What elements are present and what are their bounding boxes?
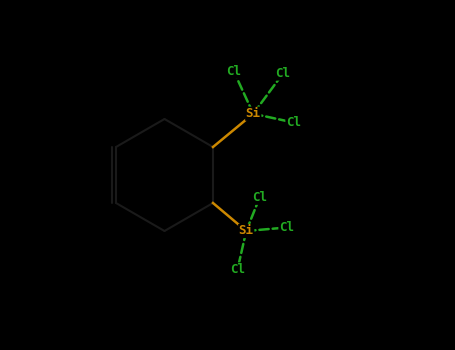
Text: Cl: Cl (286, 116, 301, 129)
Text: Si: Si (239, 224, 254, 238)
Text: Si: Si (246, 107, 261, 120)
Text: Cl: Cl (227, 65, 242, 78)
Text: Cl: Cl (279, 221, 294, 234)
Text: Cl: Cl (252, 191, 267, 204)
Text: Cl: Cl (275, 67, 290, 80)
Text: Cl: Cl (230, 263, 245, 276)
